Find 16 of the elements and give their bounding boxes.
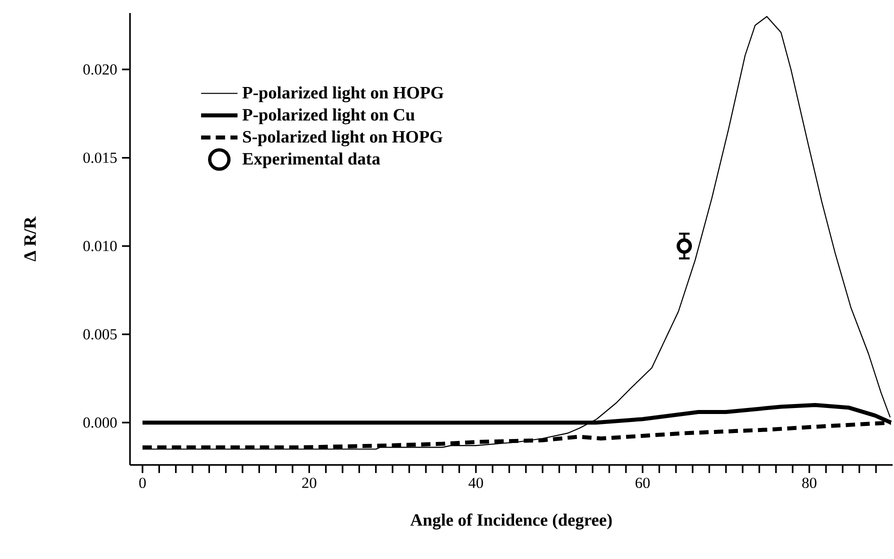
legend-label: P-polarized light on Cu (242, 108, 415, 124)
x-tick-label: 20 (302, 478, 316, 488)
y-tick-label: 0.015 (83, 152, 117, 163)
legend-label: P-polarized light on HOPG (242, 86, 444, 102)
legend-label: Experimental data (242, 152, 380, 168)
x-tick-label: 80 (802, 478, 816, 488)
legend-label: S-polarized light on HOPG (243, 130, 443, 146)
y-tick-label: 0.010 (83, 240, 117, 252)
y-tick-label: 0.005 (83, 329, 117, 340)
y-axis-title: Δ R/R (24, 216, 36, 262)
x-axis-title: Angle of Incidence (degree) (410, 513, 612, 530)
x-tick-label: 0 (139, 478, 146, 488)
y-tick-label: 0.020 (83, 64, 117, 75)
x-tick-label: 60 (636, 478, 650, 488)
x-tick-label: 40 (468, 478, 483, 488)
y-tick-label: 0.000 (83, 417, 117, 428)
